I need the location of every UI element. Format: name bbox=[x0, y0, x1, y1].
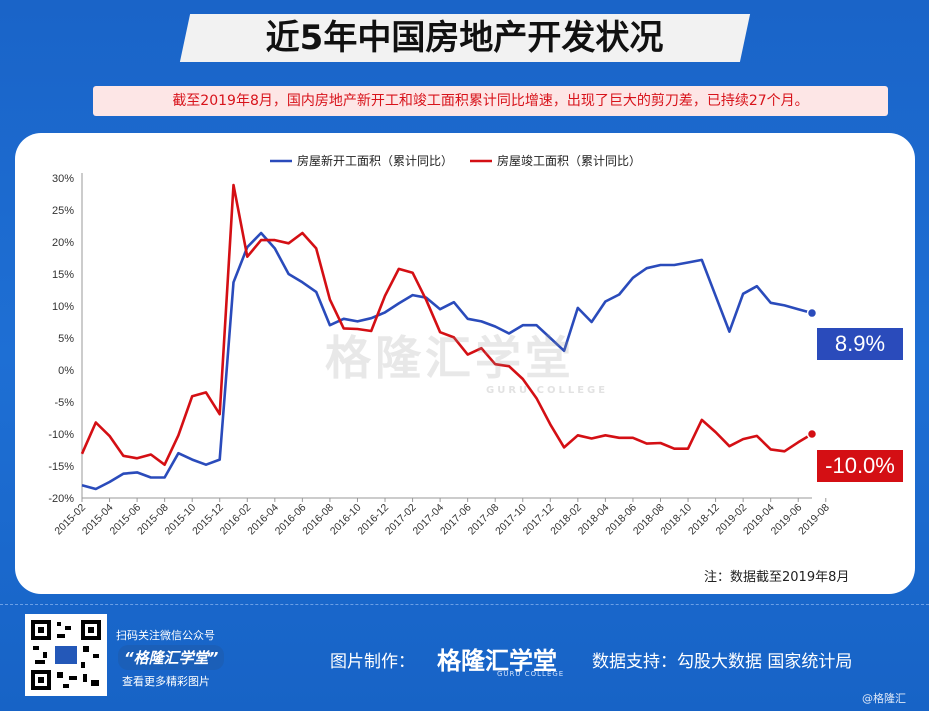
y-tick-label: -15% bbox=[48, 461, 74, 473]
corner-credit: @格隆汇 bbox=[862, 692, 906, 705]
line-chart: 30%25%20%15%10%5%0%-5%-10%-15%-20%2015-0… bbox=[48, 153, 832, 538]
more-text: 查看更多精彩图片 bbox=[122, 675, 210, 688]
series-line-completions bbox=[80, 183, 813, 467]
legend-label: 房屋新开工面积（累计同比） bbox=[297, 153, 453, 168]
legend-label: 房屋竣工面积（累计同比） bbox=[497, 153, 641, 168]
page-title: 近5年中国房地产开发状况 bbox=[265, 18, 664, 58]
data-note: 注：数据截至2019年8月 bbox=[704, 570, 850, 585]
brand-sub: GURU COLLEGE bbox=[497, 670, 565, 678]
brand-logo: 格隆汇学堂 bbox=[437, 647, 557, 675]
y-tick-label: 10% bbox=[52, 301, 74, 313]
account-name: “格隆汇学堂” bbox=[118, 645, 225, 670]
made-by-label: 图片制作： bbox=[330, 652, 415, 672]
badge-new-starts: 8.9% bbox=[817, 328, 903, 360]
y-tick-label: 15% bbox=[52, 269, 74, 281]
y-tick-label: 0% bbox=[58, 365, 74, 377]
series-end-point bbox=[806, 307, 818, 319]
badge-completions: -10.0% bbox=[817, 450, 903, 482]
qr-code-icon bbox=[25, 614, 107, 696]
chart-card: 30% 25% 20% 15% 10% 5% 0% -5% -10% -15% -20% 2015-0… bbox=[15, 133, 915, 594]
data-support: 数据支持：勾股大数据 国家统计局 bbox=[592, 652, 853, 672]
x-tick-label: 2019-08 bbox=[796, 502, 832, 538]
watermark: 格隆汇学堂 bbox=[325, 331, 575, 385]
y-tick-label: -5% bbox=[54, 397, 74, 409]
subtitle-bar: 截至2019年8月，国内房地产新开工和竣工面积累计同比增速，出现了巨大的剪刀差，… bbox=[93, 86, 888, 116]
y-tick-label: 20% bbox=[52, 237, 74, 249]
y-tick-label: -20% bbox=[48, 493, 74, 505]
y-tick-label: 5% bbox=[58, 333, 74, 345]
watermark-sub: GURU COLLEGE bbox=[486, 385, 609, 396]
series-end-point bbox=[806, 428, 818, 440]
y-tick-label: 30% bbox=[52, 173, 74, 185]
footer-divider bbox=[0, 604, 929, 605]
series-line-new-starts bbox=[81, 231, 813, 491]
y-tick-label: -10% bbox=[48, 429, 74, 441]
y-tick-label: 25% bbox=[52, 205, 74, 217]
follow-text: 扫码关注微信公众号 bbox=[116, 629, 215, 642]
